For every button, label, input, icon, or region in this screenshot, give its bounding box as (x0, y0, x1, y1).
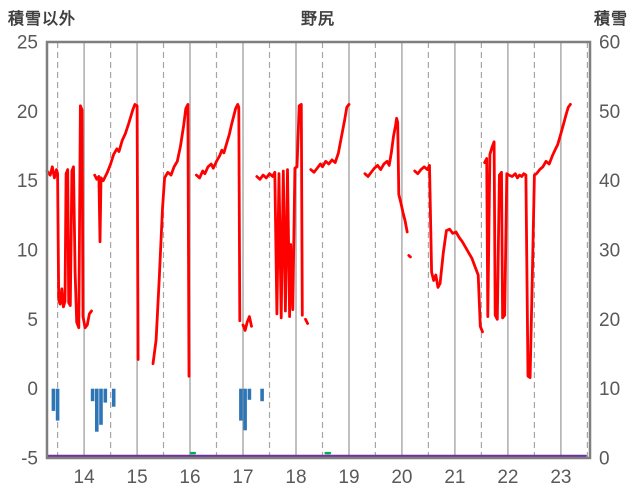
x-axis-tick-label: 20 (391, 467, 412, 488)
left-axis-title: 積雪以外 (8, 11, 77, 28)
x-axis-tick-label: 21 (444, 467, 465, 488)
right-axis-tick-label: 10 (599, 379, 620, 400)
other-than-snow-line (45, 103, 572, 379)
right-axis-tick-label: 30 (599, 241, 620, 262)
right-axis-title: 積雪 (593, 11, 628, 28)
negative-bars-bar (243, 388, 247, 431)
negative-bars-bar (55, 388, 60, 421)
negative-bars-bar (95, 388, 99, 432)
x-axis-tick-label: 18 (285, 467, 306, 488)
right-axis-tick-label: 40 (599, 171, 620, 192)
negative-bars-bar (247, 388, 252, 400)
left-axis-tick-label: 20 (17, 102, 38, 123)
left-axis-tick-label: 0 (27, 379, 38, 400)
x-axis-tick-label: 15 (127, 467, 148, 488)
x-axis-tick-label: 23 (550, 467, 571, 488)
left-axis-tick-label: 15 (17, 171, 38, 192)
left-axis-tick-label: 25 (17, 33, 38, 54)
negative-bars-bar (260, 388, 264, 402)
x-axis-tick-label: 22 (497, 467, 518, 488)
negative-bars-bar (99, 388, 103, 425)
chart-title: 野尻 (300, 11, 335, 28)
right-axis-tick-label: 60 (599, 33, 620, 54)
left-axis-tick-label: 10 (17, 241, 38, 262)
right-axis-tick-label: 20 (599, 310, 620, 331)
x-axis-tick-label: 14 (74, 467, 96, 488)
negative-bars-bar (51, 388, 56, 411)
right-axis-tick-label: 50 (599, 102, 620, 123)
left-axis-tick-label: 5 (27, 310, 38, 331)
left-axis-tick-label: -5 (21, 449, 38, 470)
negative-bars-bar (90, 388, 95, 402)
negative-bars-bar (111, 388, 116, 407)
right-axis-tick-label: 0 (599, 449, 610, 470)
negative-bars-bar (103, 388, 108, 403)
negative-bars-bar (239, 388, 243, 421)
x-axis-tick-label: 16 (179, 467, 200, 488)
plot-frame (45, 40, 592, 460)
x-axis-tick-label: 17 (232, 467, 253, 488)
x-axis-tick-label: 19 (338, 467, 359, 488)
